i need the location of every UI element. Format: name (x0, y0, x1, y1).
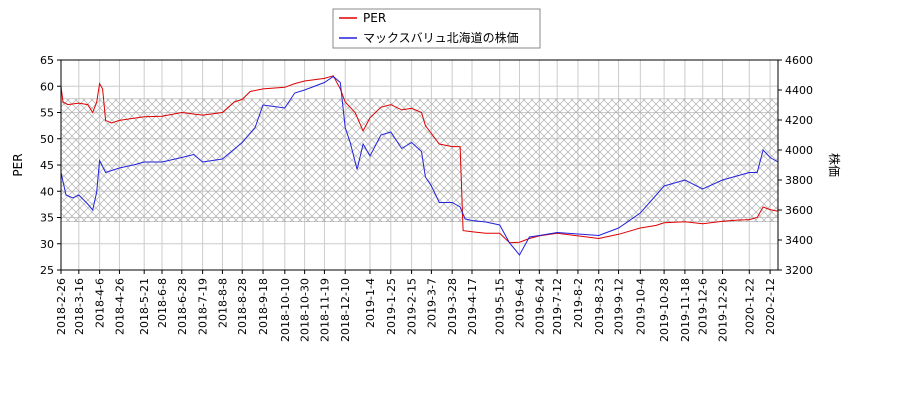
left-tick-label: 55 (40, 107, 54, 120)
legend: PER マックスバリュ北海道の株価 (332, 8, 541, 49)
legend-label-price: マックスバリュ北海道の株価 (363, 30, 519, 45)
x-tick-label: 2019-2-15 (406, 278, 419, 335)
x-tick-label: 2018-6-28 (176, 278, 189, 335)
x-tick-label: 2019-12-26 (717, 278, 730, 342)
x-tick-label: 2018-6-8 (156, 278, 169, 328)
right-tick-label: 3400 (785, 234, 813, 247)
series-layer (60, 75, 779, 256)
x-tick-label: 2019-11-18 (679, 278, 692, 342)
right-tick-label: 4600 (785, 54, 813, 67)
legend-label-per: PER (363, 11, 386, 25)
x-tick-label: 2018-8-8 (216, 278, 229, 328)
left-tick-label: 65 (40, 54, 54, 67)
x-tick-label: 2019-1-25 (385, 278, 398, 335)
x-tick-label: 2019-6-4 (514, 278, 527, 328)
x-tick-label: 2019-5-15 (494, 278, 507, 335)
x-tick-label: 2018-10-10 (279, 278, 292, 342)
series-line-per (60, 75, 779, 244)
x-tick-label: 2019-8-23 (593, 278, 606, 335)
right-tick-label: 3600 (785, 204, 813, 217)
right-tick-label: 4200 (785, 114, 813, 127)
x-tick-label: 2018-9-18 (257, 278, 270, 335)
series-line-price (60, 75, 779, 256)
x-tick-label: 2019-8-2 (572, 278, 585, 328)
x-tick-label: 2019-12-6 (697, 278, 710, 335)
legend-box (332, 8, 541, 49)
x-tick-label: 2019-3-7 (425, 278, 438, 328)
left-tick-label: 25 (40, 264, 54, 277)
left-axis-ticks: 25 30 35 40 45 50 55 60 65 (40, 54, 61, 277)
x-tick-label: 2019-4-17 (466, 278, 479, 335)
x-tick-label: 2018-10-30 (299, 278, 312, 342)
right-tick-label: 4000 (785, 144, 813, 157)
left-tick-label: 60 (40, 80, 54, 93)
left-tick-label: 40 (40, 185, 54, 198)
left-axis-title: PER (11, 153, 25, 176)
x-tick-label: 2020-1-22 (743, 278, 756, 335)
x-tick-label: 2018-4-6 (94, 278, 107, 328)
x-tick-label: 2019-9-12 (613, 278, 626, 335)
right-tick-label: 4400 (785, 84, 813, 97)
x-tick-label: 2020-2-12 (764, 278, 777, 335)
left-tick-label: 50 (40, 133, 54, 146)
x-tick-label: 2018-5-21 (138, 278, 151, 335)
x-tick-label: 2019-7-12 (551, 278, 564, 335)
x-tick-label: 2018-7-19 (197, 278, 210, 335)
right-tick-label: 3800 (785, 174, 813, 187)
x-tick-label: 2019-6-24 (533, 278, 546, 335)
x-tick-label: 2019-3-28 (446, 278, 459, 335)
x-tick-label: 2019-10-4 (634, 278, 647, 335)
x-tick-label: 2019-1-4 (364, 278, 377, 328)
x-tick-label: 2018-3-16 (73, 278, 86, 335)
x-tick-label: 2018-2-26 (55, 278, 68, 335)
left-tick-label: 35 (40, 212, 54, 225)
x-tick-label: 2018-12-10 (339, 278, 352, 342)
right-axis-title: 株価 (827, 153, 842, 177)
x-axis-ticks: 2018-2-26 2018-3-16 2018-4-6 2018-4-26 2018-… (55, 270, 777, 342)
left-tick-label: 45 (40, 159, 54, 172)
range-band (60, 98, 779, 222)
x-tick-label: 2018-8-28 (236, 278, 249, 335)
x-tick-label: 2018-4-26 (113, 278, 126, 335)
right-tick-label: 3200 (785, 264, 813, 277)
x-tick-label: 2019-10-28 (658, 278, 671, 342)
left-tick-label: 30 (40, 238, 54, 251)
x-tick-label: 2018-11-19 (318, 278, 331, 342)
right-axis-ticks: 3200 3400 3600 3800 4000 4200 4400 4600 (778, 54, 813, 277)
